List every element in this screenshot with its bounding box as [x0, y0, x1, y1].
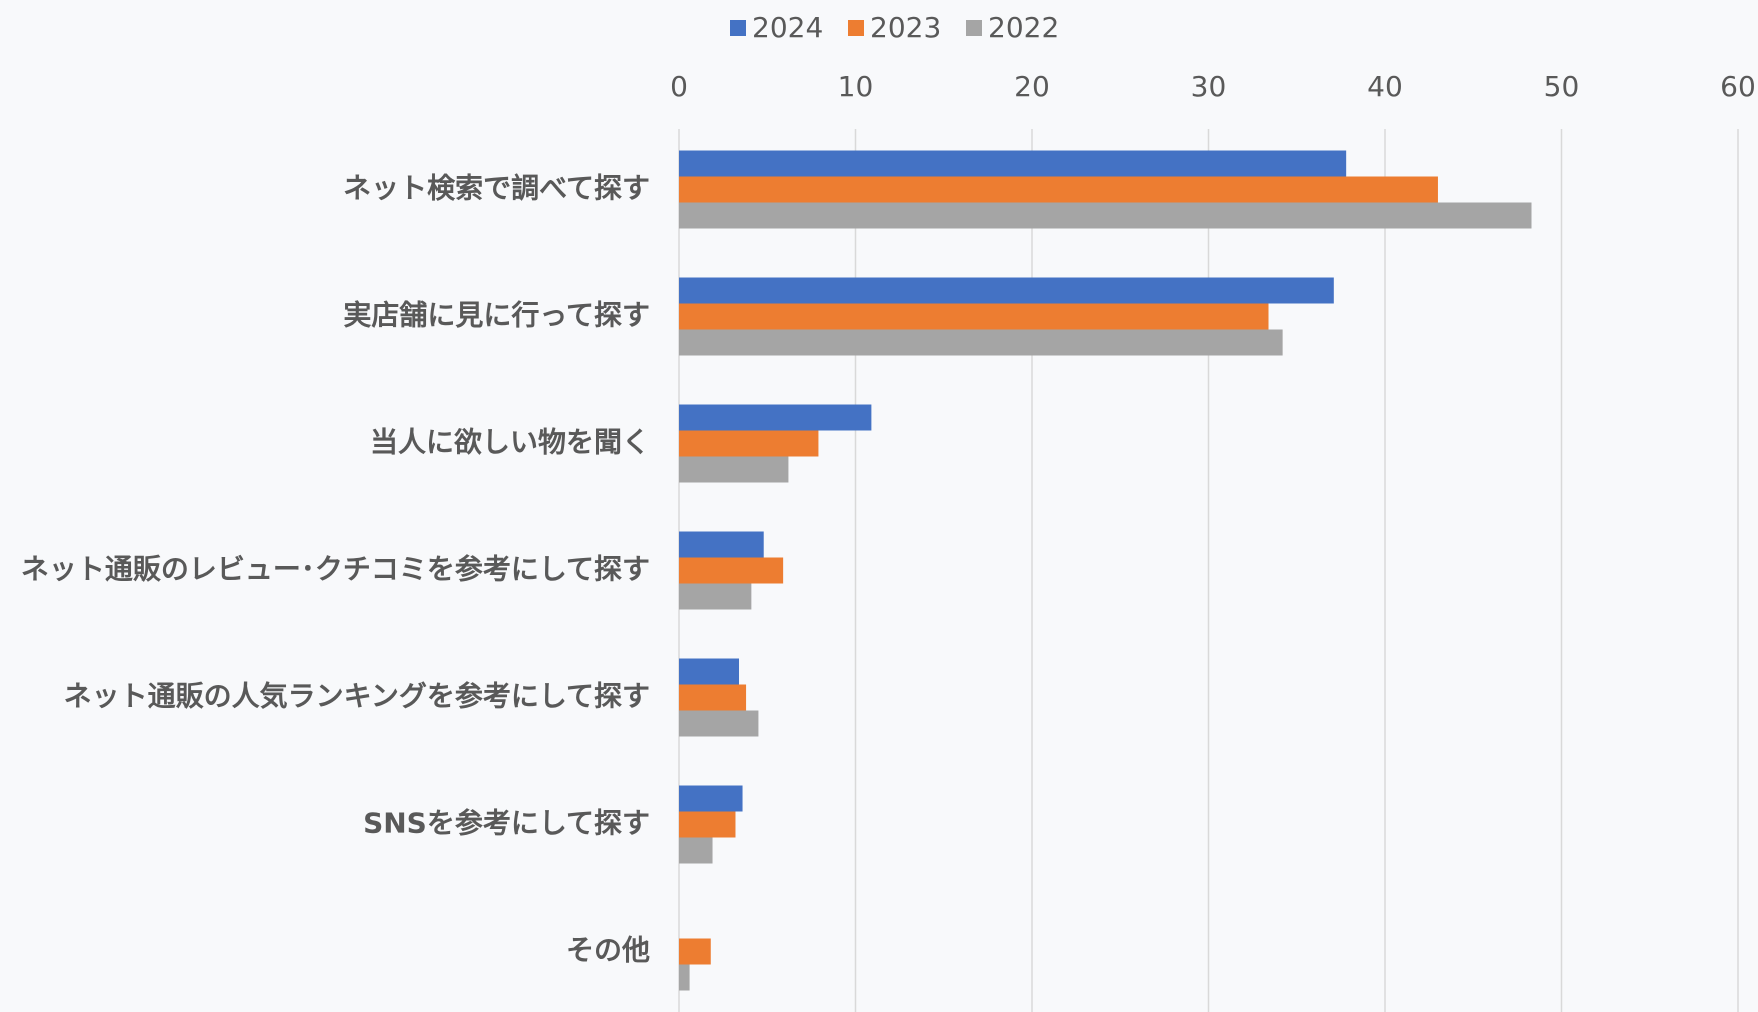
bar	[679, 786, 743, 812]
bar	[679, 431, 818, 457]
y-tick-label: その他	[566, 934, 650, 967]
legend-label: 2023	[870, 11, 941, 44]
bar	[679, 405, 871, 431]
y-tick-label: ネット検索で調べて探す	[343, 172, 650, 205]
bar	[679, 151, 1346, 177]
bar	[679, 532, 764, 558]
bar	[679, 558, 783, 584]
x-tick-label: 40	[1367, 70, 1403, 103]
x-tick-label: 60	[1720, 70, 1756, 103]
bar	[679, 939, 711, 965]
bar	[679, 812, 735, 838]
y-tick-label: SNSを参考にして探す	[363, 807, 650, 840]
legend-label: 2024	[752, 11, 823, 44]
x-tick-label: 20	[1014, 70, 1050, 103]
bar	[679, 457, 788, 483]
y-tick-label: 実店舗に見に行って探す	[343, 299, 650, 332]
bar	[679, 304, 1269, 330]
bar	[679, 838, 713, 864]
x-tick-label: 0	[670, 70, 688, 103]
legend-swatch	[966, 20, 982, 36]
legend-swatch	[848, 20, 864, 36]
chart: 0 10 20 30 40 50 60 2024 2023 2022 ネット検索で調べて探す実店舗に…	[0, 0, 1758, 1012]
bar	[679, 278, 1334, 304]
bar	[679, 330, 1283, 356]
bar	[679, 659, 739, 685]
legend-label: 2022	[988, 11, 1059, 44]
x-tick-label: 30	[1191, 70, 1227, 103]
y-tick-label: 当人に欲しい物を聞く	[370, 426, 650, 459]
bar	[679, 685, 746, 711]
y-tick-label: ネット通販のレビュー･クチコミを参考にして探す	[21, 553, 650, 586]
bar	[679, 584, 751, 610]
bar	[679, 177, 1438, 203]
bar	[679, 203, 1531, 229]
x-tick-label: 10	[838, 70, 874, 103]
bar	[679, 965, 690, 991]
legend-swatch	[730, 20, 746, 36]
y-tick-label: ネット通販の人気ランキングを参考にして探す	[64, 680, 650, 713]
bar	[679, 711, 758, 737]
x-tick-label: 50	[1544, 70, 1580, 103]
